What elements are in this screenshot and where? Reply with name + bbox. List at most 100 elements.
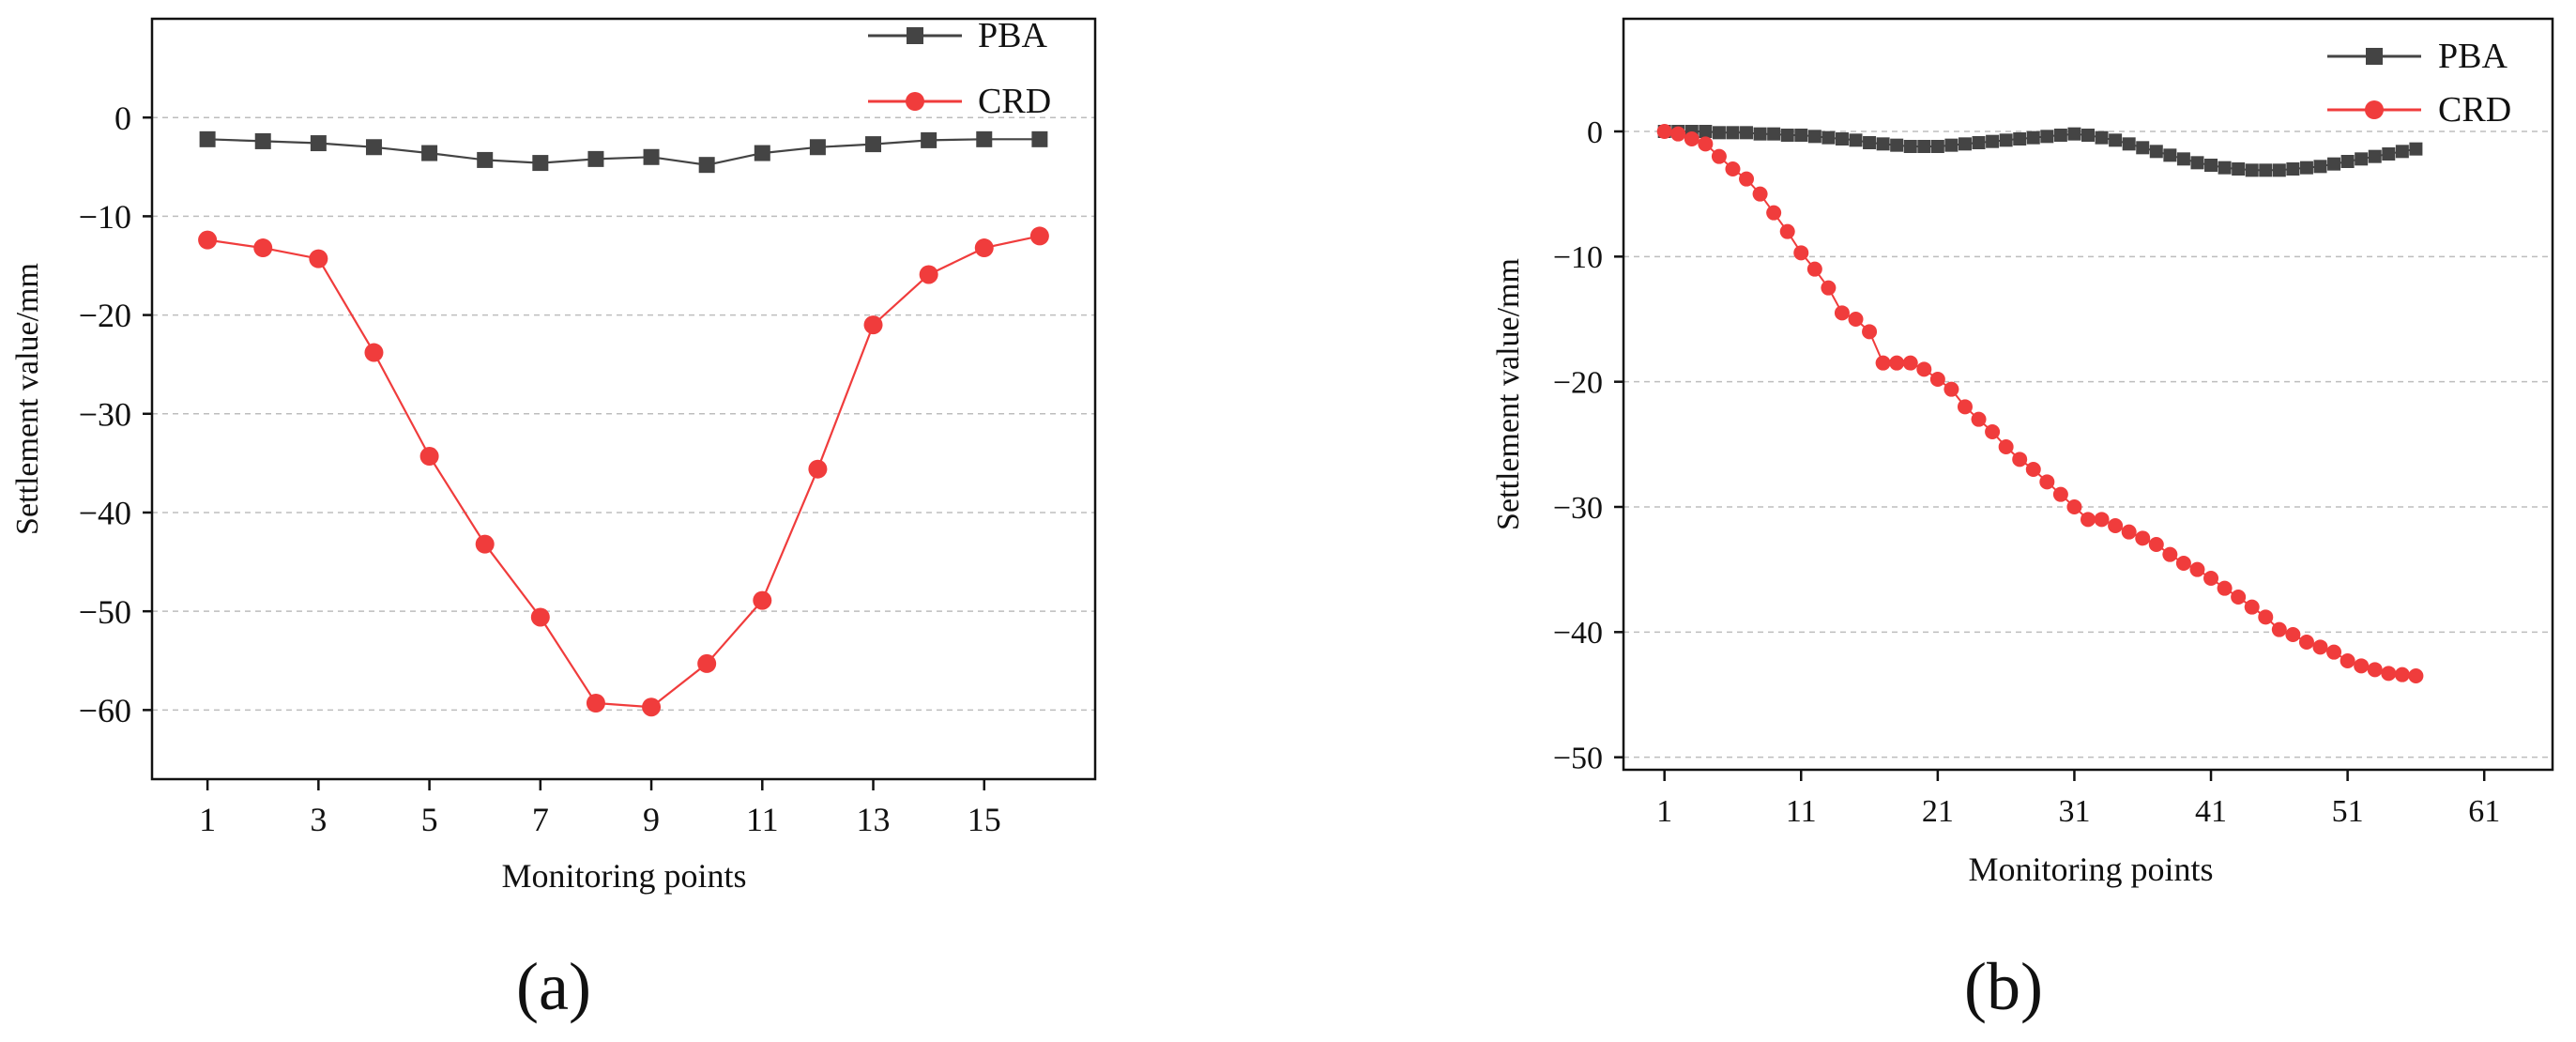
y-tick-label-b: −50: [1553, 742, 1603, 776]
data-point-pba-b: [2355, 152, 2369, 166]
y-axis-title-b: Settlement value/mm: [1491, 258, 1526, 530]
data-point-pba-b: [2327, 157, 2341, 171]
data-point-pba-b: [1903, 140, 1917, 153]
data-point-crd-b: [1656, 124, 1672, 139]
x-tick-label-a: 7: [532, 801, 549, 838]
data-point-crd-b: [2394, 667, 2410, 682]
x-tick-label-a: 15: [968, 801, 1001, 838]
data-point-crd-b: [2081, 512, 2096, 528]
data-point-crd-b: [1834, 305, 1850, 321]
data-point-pba-b: [2163, 148, 2177, 162]
y-tick-label-b: −30: [1553, 491, 1603, 526]
x-axis-title-b: Monitoring points: [1968, 850, 2213, 888]
x-tick-label-b: 11: [1786, 794, 1817, 829]
data-point-crd-b: [1985, 424, 2001, 439]
data-point-pba-b: [1821, 130, 1836, 145]
data-point-pba-a: [865, 136, 882, 153]
data-point-crd-b: [1698, 136, 1714, 152]
data-point-crd-b: [1793, 245, 1809, 261]
data-point-crd-b: [1902, 355, 1918, 371]
legend-label-pba-b: PBA: [2438, 37, 2507, 76]
data-point-pba-b: [1863, 136, 1877, 149]
y-tick-label-a: −30: [79, 395, 131, 433]
data-point-crd-b: [1971, 411, 1987, 427]
series-a: [198, 130, 1049, 717]
data-point-crd-b: [1711, 148, 1727, 164]
x-tick-label-a: 9: [643, 801, 660, 838]
data-point-pba-a: [921, 131, 937, 148]
data-point-pba-b: [2259, 163, 2273, 177]
y-axis-title-a: Settlement value/mm: [10, 263, 45, 535]
data-point-crd-b: [2025, 462, 2041, 477]
legend-b: PBA CRD: [2327, 37, 2511, 130]
data-point-pba-a: [254, 132, 271, 149]
data-point-crd-b: [2094, 512, 2110, 528]
data-point-pba-b: [1835, 132, 1849, 146]
x-tick-label-a: 13: [857, 801, 891, 838]
data-point-crd-b: [2217, 580, 2233, 596]
data-point-crd-a: [475, 534, 495, 554]
y-tick-label-b: −10: [1553, 240, 1603, 275]
y-tick-label-a: 0: [114, 100, 131, 137]
data-point-pba-b: [2218, 161, 2232, 175]
data-point-crd-b: [2326, 644, 2342, 660]
x-tick-label-b: 61: [2468, 794, 2500, 829]
plot-frame-a: [150, 17, 1097, 781]
data-point-crd-b: [2381, 666, 2397, 682]
data-point-pba-b: [1753, 127, 1767, 141]
series-line-crd-a: [206, 235, 1041, 709]
data-point-pba-b: [1876, 137, 1890, 151]
data-point-crd-b: [2189, 561, 2205, 577]
caption-a: (a): [516, 949, 591, 1024]
data-point-pba-b: [2245, 163, 2259, 177]
data-point-crd-b: [2175, 556, 2191, 571]
data-point-crd-b: [1875, 355, 1891, 371]
data-point-pba-b: [2109, 133, 2123, 147]
data-point-crd-b: [1779, 223, 1795, 239]
data-point-crd-a: [808, 459, 828, 479]
data-point-crd-a: [364, 343, 384, 362]
data-point-crd-b: [2066, 499, 2082, 514]
data-point-pba-b: [1999, 133, 2013, 147]
data-point-crd-b: [1752, 186, 1768, 202]
data-point-crd-b: [2312, 639, 2328, 655]
data-point-pba-b: [2040, 130, 2054, 144]
data-point-pba-a: [365, 139, 382, 156]
data-point-crd-b: [1998, 439, 2014, 454]
data-point-crd-a: [863, 315, 883, 335]
x-tick-label-a: 11: [746, 801, 779, 838]
x-tick-label-a: 3: [310, 801, 327, 838]
data-point-pba-b: [2409, 142, 2423, 156]
y-tick-label-a: −50: [79, 593, 131, 631]
data-point-pba-b: [2190, 156, 2204, 170]
data-point-crd-a: [309, 249, 328, 268]
data-point-crd-b: [1916, 361, 1932, 377]
data-point-pba-a: [976, 130, 993, 147]
data-point-pba-a: [310, 135, 327, 152]
data-point-crd-a: [1029, 226, 1049, 246]
data-point-crd-b: [2012, 452, 2028, 467]
data-point-pba-b: [2067, 127, 2081, 141]
data-point-crd-b: [2135, 530, 2151, 546]
data-point-pba-b: [1944, 138, 1959, 152]
data-point-crd-b: [1684, 131, 1700, 146]
ticks-b: 0−10−20−30−40−501 11 21 31 41 51 61: [1553, 115, 2500, 829]
data-point-pba-b: [1849, 133, 1863, 147]
data-point-crd-b: [2298, 635, 2314, 650]
data-point-crd-b: [2039, 474, 2055, 490]
ticks-a: 0−10−20−30−40−50−601 3 5 7 9 11 13 15: [79, 100, 1001, 838]
data-point-pba-b: [1930, 140, 1944, 153]
data-point-pba-b: [1807, 130, 1821, 144]
data-point-crd-a: [919, 265, 938, 284]
data-point-crd-a: [753, 590, 772, 610]
data-point-pba-b: [2136, 141, 2150, 155]
data-point-pba-b: [1712, 126, 1726, 140]
data-point-crd-b: [1766, 205, 1782, 221]
data-point-crd-b: [2148, 537, 2164, 552]
y-tick-label-b: −40: [1553, 616, 1603, 651]
data-point-crd-b: [2121, 524, 2137, 540]
x-tick-label-b: 41: [2195, 794, 2227, 829]
data-point-pba-b: [2272, 163, 2286, 177]
data-point-crd-a: [530, 607, 550, 627]
data-point-crd-b: [2354, 658, 2370, 674]
